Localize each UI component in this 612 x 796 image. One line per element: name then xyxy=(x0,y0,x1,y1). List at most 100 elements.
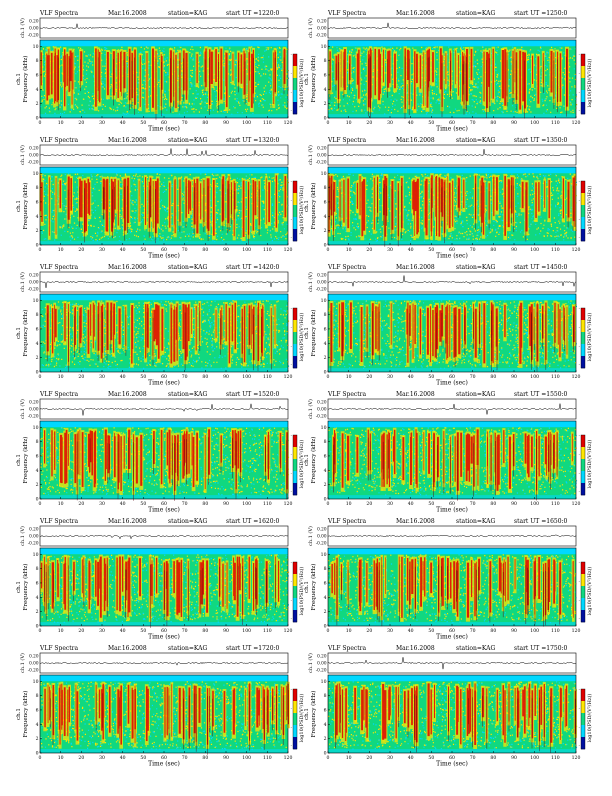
panel-date: Mar.16.2008 xyxy=(108,264,147,271)
time-tick-label: 120 xyxy=(572,755,581,761)
time-tick-label: 30 xyxy=(387,501,393,507)
time-tick-label: 60 xyxy=(449,501,455,507)
waveform-axis-label: ch.1 (V) xyxy=(307,18,314,38)
spectrogram-streaks-red xyxy=(331,556,574,618)
channel-axis-label: ch.1 xyxy=(16,200,22,212)
waveform-trace xyxy=(327,534,577,538)
time-tick-label: 40 xyxy=(408,755,414,761)
freq-tick-label: 0 xyxy=(36,497,39,503)
colorbar-segment xyxy=(293,308,297,321)
time-axis-label: Time (sec) xyxy=(436,634,468,641)
time-tick-label: 40 xyxy=(120,501,126,507)
freq-axis-label: Frequency (kHz) xyxy=(310,564,317,611)
freq-tick-label: 0 xyxy=(324,751,327,757)
time-tick-label: 60 xyxy=(161,628,167,634)
time-tick-label: 10 xyxy=(346,755,352,761)
colorbar-tick-label: - xyxy=(579,687,581,692)
spectrogram-streaks-halo xyxy=(327,173,577,241)
time-tick-label: 110 xyxy=(263,501,272,507)
time-tick-label: 80 xyxy=(202,120,208,126)
time-tick-label: 90 xyxy=(223,628,229,634)
freq-tick-label: 10 xyxy=(33,44,39,50)
time-tick-label: 80 xyxy=(202,755,208,761)
colorbar-frame xyxy=(580,688,586,750)
time-axis-label: Time (sec) xyxy=(148,380,180,387)
time-tick-label: 20 xyxy=(78,628,84,634)
time-tick-label: 30 xyxy=(99,120,105,126)
spectrogram-streaks-dark xyxy=(330,310,574,372)
time-tick-label: 10 xyxy=(58,628,64,634)
colorbar-label: log10(PSD/(V²/Hz)) xyxy=(298,567,305,616)
waveform-tick-label: 0.20 xyxy=(317,527,327,532)
panel-station: station=KAG xyxy=(168,264,207,271)
waveform-tick-label: 0.00 xyxy=(29,280,39,285)
colorbar-segment xyxy=(581,54,585,67)
waveform-tick-label: -0.20 xyxy=(28,668,39,673)
spectra-panel-4: VLF Spectra Mar.16.2008 station=KAG start U… xyxy=(16,264,305,387)
waveform-axis-label: ch.1 (V) xyxy=(19,526,26,546)
panel-date: Mar.16.2008 xyxy=(396,264,435,271)
panel-title: VLF Spectra xyxy=(327,264,367,271)
freq-tick-label: 8 xyxy=(36,58,39,64)
colorbar-segment xyxy=(293,78,297,91)
colorbar-segment xyxy=(581,181,585,194)
time-tick-label: 70 xyxy=(182,628,188,634)
colorbar-segment xyxy=(293,54,297,67)
waveform-tick-label: 0.20 xyxy=(29,527,39,532)
time-tick-label: 30 xyxy=(99,374,105,380)
spectrogram-upper-band xyxy=(328,421,576,428)
waveform-tick-label: -0.20 xyxy=(28,287,39,292)
time-tick-label: 120 xyxy=(284,120,293,126)
panel-station: station=KAG xyxy=(456,391,495,398)
colorbar-tick-label: - xyxy=(291,579,293,584)
time-tick-label: 100 xyxy=(242,755,251,761)
waveform-tick-label: 0.20 xyxy=(317,19,327,24)
time-tick-label: 30 xyxy=(387,755,393,761)
colorbar-segment xyxy=(581,447,585,460)
time-tick-label: 10 xyxy=(58,755,64,761)
freq-tick-label: 4 xyxy=(36,595,39,601)
time-tick-label: 0 xyxy=(327,374,330,380)
spectrogram-streaks-red xyxy=(329,48,569,110)
freq-tick-label: 6 xyxy=(36,454,39,460)
panel-title: VLF Spectra xyxy=(39,10,79,17)
time-tick-label: 0 xyxy=(327,628,330,634)
time-tick-label: 20 xyxy=(366,628,372,634)
waveform-trace xyxy=(39,148,289,157)
spectrogram-streaks-red xyxy=(46,302,276,364)
spectrogram-speckle-yellow xyxy=(40,427,290,495)
time-tick-label: 100 xyxy=(242,501,251,507)
colorbar-segment xyxy=(581,356,585,369)
spectrogram-streaks-red xyxy=(332,429,573,491)
colorbar-frame xyxy=(292,53,298,115)
colorbar-frame xyxy=(292,307,298,369)
time-tick-label: 100 xyxy=(242,120,251,126)
time-tick-label: 40 xyxy=(120,755,126,761)
time-tick-label: 50 xyxy=(428,374,434,380)
time-tick-label: 10 xyxy=(58,374,64,380)
freq-tick-label: 6 xyxy=(324,73,327,79)
colorbar-segment xyxy=(581,90,585,103)
time-tick-label: 70 xyxy=(470,628,476,634)
colorbar-tick-label: - xyxy=(291,452,293,457)
time-tick-label: 10 xyxy=(346,120,352,126)
time-tick-label: 120 xyxy=(284,755,293,761)
spectrogram-streaks-halo xyxy=(334,681,577,749)
channel-axis-label: ch.1 xyxy=(16,708,22,720)
time-axis-label: Time (sec) xyxy=(148,761,180,768)
freq-tick-label: 4 xyxy=(324,87,327,93)
time-tick-label: 100 xyxy=(530,755,539,761)
panel-date: Mar.16.2008 xyxy=(108,645,147,652)
freq-tick-label: 10 xyxy=(321,425,327,431)
colorbar-tick-label: - xyxy=(579,597,581,602)
panel-station: station=KAG xyxy=(456,518,495,525)
time-tick-label: 10 xyxy=(58,120,64,126)
panel-station: station=KAG xyxy=(168,518,207,525)
waveform-trace xyxy=(39,534,289,540)
freq-tick-label: 0 xyxy=(324,116,327,122)
time-tick-label: 0 xyxy=(39,628,42,634)
panel-title: VLF Spectra xyxy=(327,518,367,525)
waveform-tick-label: -0.20 xyxy=(316,160,327,165)
time-tick-label: 10 xyxy=(346,374,352,380)
time-tick-label: 90 xyxy=(223,755,229,761)
